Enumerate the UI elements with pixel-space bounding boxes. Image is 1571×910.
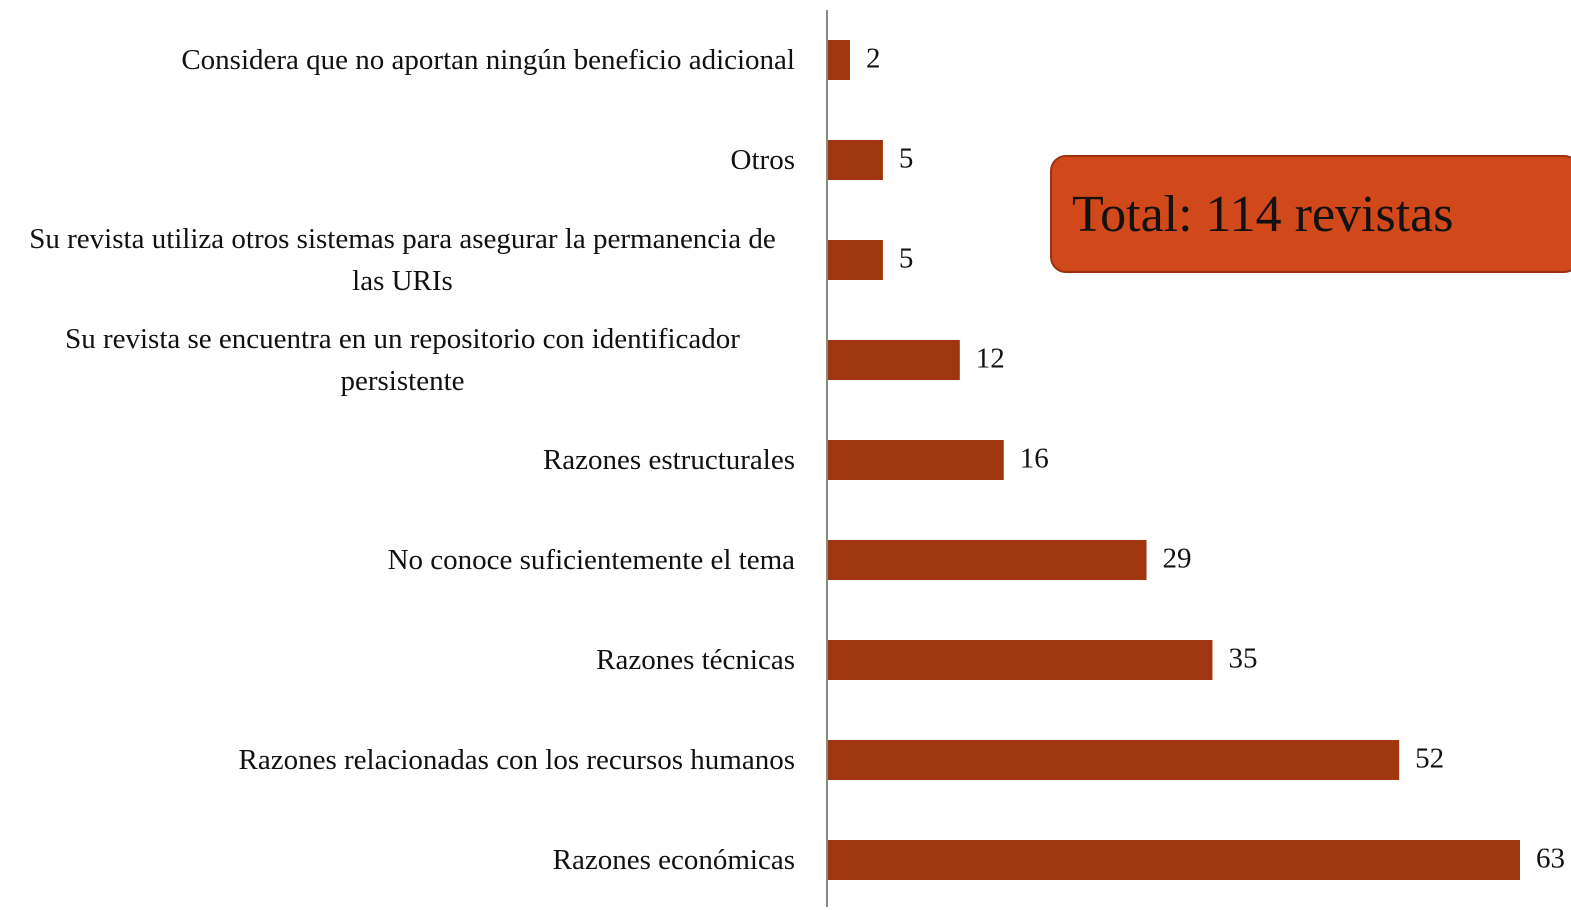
bar — [828, 740, 1400, 780]
category-label-box: Considera que no aportan ningún benefici… — [5, 10, 795, 110]
value-label: 63 — [1536, 843, 1565, 875]
value-label: 52 — [1415, 743, 1444, 775]
value-label: 5 — [899, 243, 914, 275]
value-label: 29 — [1163, 543, 1192, 575]
category-label: Su revista utiliza otros sistemas para a… — [29, 223, 776, 297]
category-label: Razones técnicas — [596, 644, 795, 676]
category-label: Razones relacionadas con los recursos hu… — [238, 744, 795, 776]
category-label-box: Su revista utiliza otros sistemas para a… — [5, 210, 795, 310]
value-label: 2 — [866, 43, 881, 75]
total-annotation: Total: 114 revistas — [1050, 155, 1571, 273]
bar — [828, 240, 883, 280]
category-label-box: Razones económicas — [5, 810, 795, 910]
category-label-box: No conoce suficientemente el tema — [5, 510, 795, 610]
bar — [828, 640, 1213, 680]
category-label-box: Su revista se encuentra en un repositori… — [5, 310, 795, 410]
category-label: Considera que no aportan ningún benefici… — [181, 44, 795, 76]
value-label: 12 — [976, 343, 1005, 375]
category-label-box: Razones relacionadas con los recursos hu… — [5, 710, 795, 810]
value-label: 35 — [1228, 643, 1257, 675]
bar — [828, 340, 960, 380]
bar — [828, 40, 850, 80]
bar — [828, 840, 1520, 880]
category-label-box: Razones estructurales — [5, 410, 795, 510]
category-label-box: Razones técnicas — [5, 610, 795, 710]
bar — [828, 440, 1004, 480]
bar — [828, 540, 1147, 580]
category-label: Su revista se encuentra en un repositori… — [65, 323, 740, 397]
category-label: Otros — [730, 144, 795, 176]
category-label: No conoce suficientemente el tema — [387, 544, 795, 576]
category-label-box: Otros — [5, 110, 795, 210]
category-label: Razones estructurales — [542, 444, 795, 476]
category-label: Razones económicas — [552, 844, 795, 876]
value-label: 16 — [1020, 443, 1049, 475]
bar — [828, 140, 883, 180]
value-label: 5 — [899, 143, 914, 175]
